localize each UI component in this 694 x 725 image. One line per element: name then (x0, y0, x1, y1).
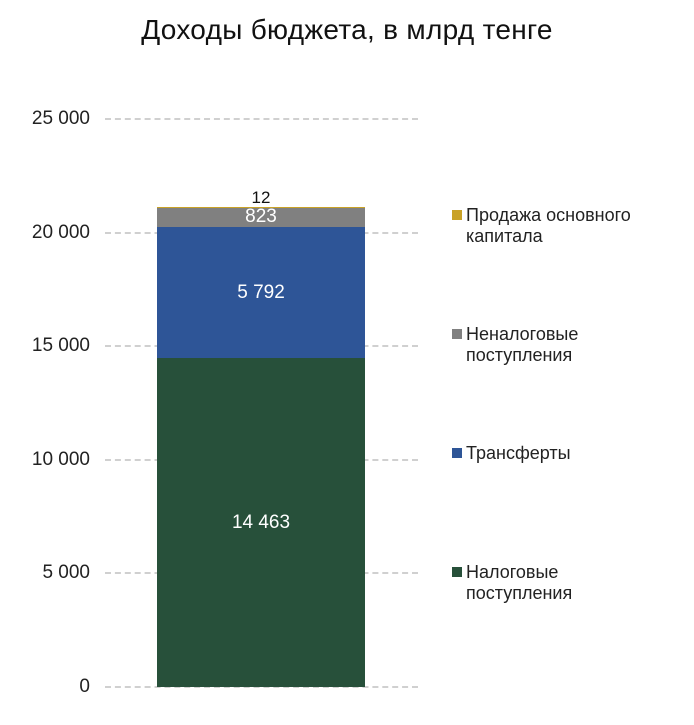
bar-segment-tax-revenue (157, 358, 365, 687)
y-tick-label: 10 000 (31, 448, 90, 470)
legend-label: поступления (466, 345, 573, 365)
legend-label: Неналоговые (466, 324, 579, 344)
bar-segment-capital-sales (157, 206, 365, 209)
legend-label: капитала (466, 226, 543, 246)
data-label-tax-revenue: 14 463 (231, 512, 291, 533)
data-label-non-tax-revenue: 823 (245, 206, 277, 227)
legend-label: Продажа основного (466, 205, 631, 225)
gridline (105, 686, 418, 688)
y-tick-label: 5 000 (42, 562, 90, 584)
legend-item-capital-sales: Продажа основного капитала (452, 205, 692, 247)
legend-swatch-icon (452, 567, 462, 577)
y-tick-label: 0 (79, 676, 90, 697)
legend-swatch-icon (452, 329, 462, 339)
legend-swatch-icon (452, 210, 462, 220)
gridline (105, 118, 418, 120)
legend-item-non-tax-revenue: Неналоговые поступления (452, 324, 692, 366)
y-tick-label: 15 000 (31, 335, 90, 357)
legend-swatch-icon (452, 448, 462, 458)
bar-segment-non-tax-revenue (157, 208, 365, 227)
chart-title: Доходы бюджета, в млрд тенге (141, 14, 553, 45)
legend-item-tax-revenue: Налоговые поступления (452, 562, 692, 604)
legend-label: Налоговые (466, 562, 559, 582)
y-tick-label: 25 000 (31, 108, 90, 129)
legend-label: поступления (466, 583, 573, 603)
y-tick-label: 20 000 (31, 221, 90, 243)
legend-item-transfers: Трансферты (452, 443, 692, 464)
data-label-capital-sales: 12 (251, 188, 271, 207)
legend-label: Трансферты (466, 443, 571, 463)
stacked-bar: 14 463 5 792 823 (157, 0, 365, 725)
bar-segment-transfers (157, 226, 365, 359)
data-label-transfers: 5 792 (237, 282, 285, 303)
